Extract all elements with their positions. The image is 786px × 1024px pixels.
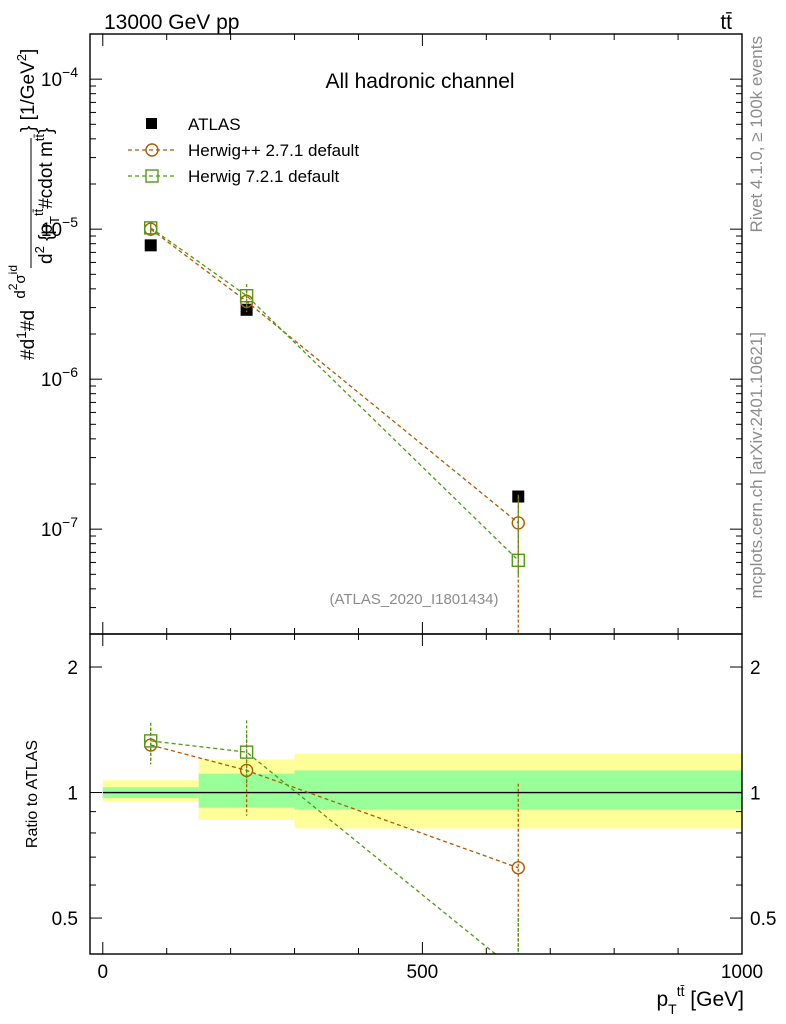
x-axis: 0 500 1000 [97, 34, 763, 983]
herwig7-point-0 [144, 221, 158, 235]
herwigpp-line [150, 228, 519, 524]
mcplots-label: mcplots.cern.ch [arXiv:2401.10621] [747, 332, 766, 598]
ratio-y-axis-label: Ratio to ATLAS [24, 740, 41, 848]
herwig7-ratio-point-1 [239, 745, 254, 759]
herwig7-point-1 [239, 289, 254, 303]
legend-atlas-marker [146, 118, 157, 129]
main-y-tick-label-2: 10−6 [41, 364, 78, 391]
rivet-version-label: Rivet 4.1.0, ≥ 100k events [747, 36, 766, 232]
ratio-panel: 2 2 1 1 0.5 0.5 [52, 658, 776, 954]
ratio-y-tick-label-left-0: 2 [67, 658, 78, 679]
legend-herwig7-marker [145, 169, 159, 183]
atlas-point-0 [144, 239, 157, 252]
herwig7-point-2 [511, 553, 525, 567]
x-tick-label-0: 0 [97, 962, 108, 983]
process-label: tt̄ [720, 11, 732, 34]
legend-atlas-label: ATLAS [188, 115, 241, 134]
energy-label: 13000 GeV pp [104, 11, 239, 34]
ratio-panel-frame [89, 633, 743, 955]
legend-herwigpp-label: Herwig++ 2.7.1 default [188, 141, 359, 160]
svg-text:#d1#d d2σid: #d1#d d2σid [6, 265, 39, 360]
main-y-tick-label-1: 10−5 [41, 214, 78, 241]
analysis-tag: (ATLAS_2020_I1801434) [329, 591, 498, 608]
ratio-y-tick-label-right-0: 2 [750, 658, 761, 679]
svg-text:d2 {pTtt̄#cdot mtt̄}: d2 {pTtt̄#cdot mtt̄} [31, 128, 62, 264]
main-y-tick-label-0: 10−4 [41, 64, 78, 91]
x-tick-label-1000: 1000 [721, 962, 763, 983]
x-axis-label: pTtt̄ [GeV] [656, 983, 744, 1017]
ratio-y-tick-label-right-2: 0.5 [750, 909, 776, 930]
ratio-y-tick-label-left-1: 1 [67, 784, 78, 805]
herwig7-line [150, 227, 519, 561]
svg-text:} [1/GeV2]: } [1/GeV2] [14, 49, 39, 132]
legend-herwigpp-marker [145, 143, 159, 157]
chart-title: All hadronic channel [325, 70, 514, 93]
herwigpp-ratio-point-2 [511, 861, 525, 875]
main-panel: 10−4 10−5 10−6 10−7 [41, 33, 742, 635]
legend: ATLAS Herwig++ 2.7.1 default Herwig 7.2.… [128, 115, 359, 186]
x-tick-label-500: 500 [407, 962, 439, 983]
ratio-y-tick-label-left-2: 0.5 [52, 909, 78, 930]
main-y-tick-label-3: 10−7 [41, 514, 78, 541]
herwig7-ratio-line [150, 740, 497, 954]
ratio-y-tick-label-right-1: 1 [750, 784, 761, 805]
herwig7-ratio-point-0 [144, 734, 158, 748]
main-y-axis-label: #d1#d d2σid d2 {pTtt̄#cdot mtt̄} } [1/Ge… [6, 49, 62, 360]
legend-herwig7-label: Herwig 7.2.1 default [188, 167, 339, 186]
